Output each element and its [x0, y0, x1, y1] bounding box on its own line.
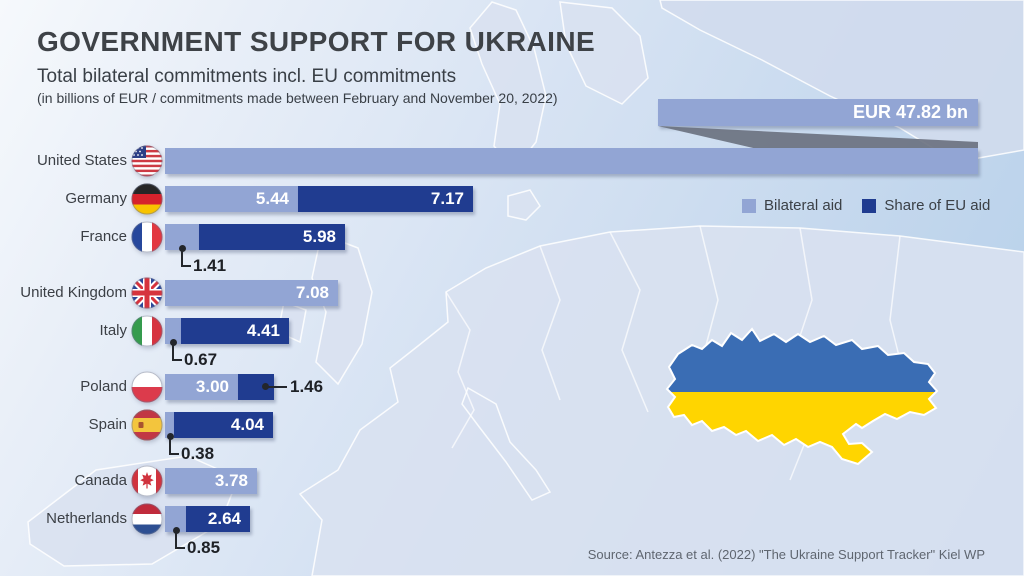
map-shape-scandinavia [469, 1, 547, 172]
eu-aid-bar-segment-netherlands [186, 506, 250, 532]
eu-aid-value-label-france: 5.98 [302, 227, 336, 246]
bilateral-value-callout-italy: 0.67 [184, 350, 218, 369]
eu-aid-bar-segment-spain [174, 412, 273, 438]
country-label-canada: Canada [74, 472, 127, 489]
map-shape-britain [311, 237, 373, 386]
flag-icon-france [131, 221, 163, 253]
callout-dot-spain [167, 433, 174, 440]
country-label-italy: Italy [99, 322, 127, 339]
bilateral-bar-segment-canada [165, 468, 257, 494]
flag-icon-canada [131, 465, 163, 497]
eu-aid-bar-segment-italy [181, 318, 289, 344]
eu-aid-value-label-netherlands: 2.64 [207, 509, 241, 528]
bilateral-value-label-united-kingdom: 7.08 [295, 283, 329, 302]
flag-icon-italy [131, 315, 163, 347]
callout-dot-italy [170, 339, 177, 346]
flag-icon-spain [131, 409, 163, 441]
flag-icon-germany [131, 183, 163, 215]
map-shape-finland [559, 1, 649, 105]
country-label-netherlands: Netherlands [46, 510, 127, 527]
flag-icon-netherlands [131, 503, 163, 535]
legend-swatch-eu-share [862, 198, 877, 213]
country-label-united-kingdom: United Kingdom [20, 284, 127, 301]
callout-dot-netherlands [173, 527, 180, 534]
eu-aid-value-label-spain: 4.04 [230, 415, 264, 434]
map-shape-denmark [507, 189, 541, 221]
eu-aid-bar-segment-germany [298, 186, 473, 212]
legend-label-bilateral: Bilateral aid [764, 197, 843, 214]
source-attribution: Source: Antezza et al. (2022) "The Ukrai… [587, 547, 985, 562]
bilateral-value-label-canada: 3.78 [214, 471, 248, 490]
legend: Bilateral aid Share of EU aid [742, 197, 990, 214]
bilateral-bar-segment-spain [165, 412, 174, 438]
callout-elbow-netherlands [175, 532, 185, 549]
eu-aid-value-label-germany: 7.17 [430, 189, 464, 208]
map-shape-northeast [659, 0, 1024, 163]
country-label-united-states: United States [36, 152, 127, 169]
flag-icon-united-kingdom [131, 277, 163, 309]
legend-swatch-bilateral [742, 198, 756, 213]
eu-aid-value-callout-poland: 1.46 [290, 377, 324, 396]
bilateral-bar-segment-netherlands [165, 506, 186, 532]
bilateral-value-callout-netherlands: 0.85 [187, 538, 221, 557]
country-label-germany: Germany [65, 190, 127, 207]
callout-dot-france [179, 245, 186, 252]
chart-subtitle: Total bilateral commitments incl. EU com… [37, 66, 457, 87]
page-title: GOVERNMENT SUPPORT FOR UKRAINE [37, 26, 596, 57]
country-label-poland: Poland [80, 378, 127, 395]
callout-elbow-italy [172, 344, 182, 361]
bilateral-value-label-poland: 3.00 [195, 377, 229, 396]
bilateral-bar-segment-united-kingdom [165, 280, 338, 306]
callout-elbow-spain [169, 438, 179, 455]
callout-line-poland [265, 386, 287, 388]
bilateral-value-label-germany: 5.44 [255, 189, 289, 208]
bilateral-bar-segment-italy [165, 318, 181, 344]
legend-label-eu-share: Share of EU aid [884, 197, 991, 214]
country-label-spain: Spain [88, 416, 127, 433]
bilateral-bar-segment-poland [165, 374, 238, 400]
bilateral-value-callout-france: 1.41 [193, 256, 227, 275]
callout-elbow-france [181, 250, 191, 267]
flag-icon-poland [131, 371, 163, 403]
us-total-callout: EUR 47.82 bn [658, 99, 978, 126]
eu-aid-value-label-italy: 4.41 [246, 321, 280, 340]
eu-aid-bar-segment-france [199, 224, 345, 250]
bilateral-bar-segment-united-states [165, 148, 978, 174]
country-label-france: France [80, 228, 127, 245]
bilateral-bar-segment-germany [165, 186, 298, 212]
legend-item-eu-share: Share of EU aid [862, 197, 990, 214]
legend-item-bilateral: Bilateral aid [742, 197, 842, 214]
bilateral-value-callout-spain: 0.38 [181, 444, 215, 463]
flag-icon-united-states [131, 145, 163, 177]
chart-unit-note: (in billions of EUR / commitments made b… [37, 90, 558, 106]
